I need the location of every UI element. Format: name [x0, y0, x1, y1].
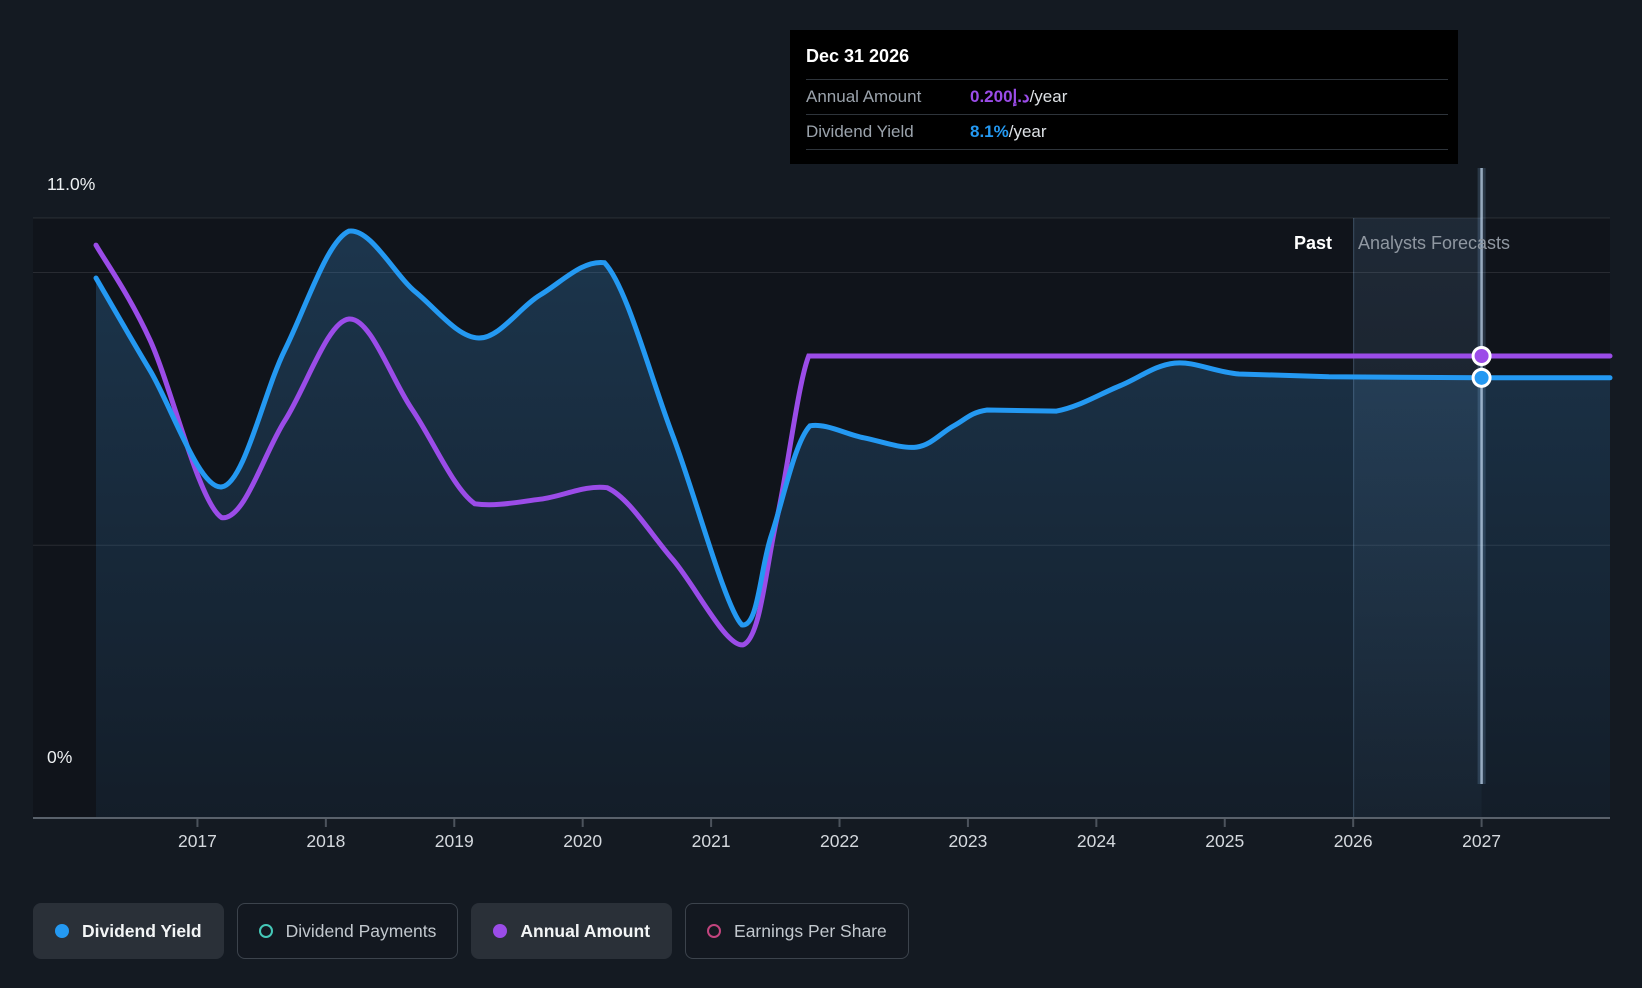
x-axis-label-2023: 2023: [948, 831, 988, 851]
tooltip-value: 8.1%: [970, 122, 1009, 141]
x-axis-label-2025: 2025: [1205, 831, 1245, 851]
x-axis-label-2018: 2018: [306, 831, 346, 851]
y-axis-label-top: 11.0%: [47, 174, 96, 194]
annual-amount-line: [93, 242, 1613, 648]
past-label: Past: [1293, 233, 1332, 253]
tooltip-date: Dec 31 2026: [806, 46, 910, 66]
legend-button-annual-amount[interactable]: Annual Amount: [471, 903, 673, 959]
tooltip-suffix: /year: [1029, 87, 1068, 106]
y-axis-label-bottom: 0%: [47, 747, 73, 767]
tooltip-value: 0.200د.إ: [970, 87, 1030, 106]
legend-button-dividend-yield[interactable]: Dividend Yield: [33, 903, 224, 959]
legend-label: Earnings Per Share: [734, 920, 887, 941]
x-axis-label-2022: 2022: [820, 831, 859, 851]
tooltip-suffix: /year: [1008, 122, 1047, 141]
dividend-yield-line: [93, 228, 1613, 628]
dividend-yield-dot-icon: [55, 924, 69, 938]
tooltip-label: Dividend Yield: [806, 122, 914, 141]
earnings-per-share-ring-icon: [707, 924, 722, 938]
x-axis-label-2017: 2017: [177, 831, 217, 851]
legend-label: Dividend Payments: [285, 920, 437, 941]
x-axis-label-2027: 2027: [1462, 831, 1502, 851]
legend-label: Dividend Yield: [82, 920, 202, 941]
annual-amount-dot-icon: [493, 924, 508, 938]
tooltip-row-dividend-yield: Dividend Yield 8.1% /year: [806, 114, 1448, 149]
analysts-forecasts-label: Analysts Forecasts: [1358, 233, 1511, 253]
legend: Dividend Yield Dividend Payments Annual …: [33, 903, 909, 959]
legend-button-earnings-per-share[interactable]: Earnings Per Share: [685, 903, 909, 959]
x-axis-label-2019: 2019: [434, 831, 474, 851]
x-axis-label-2021: 2021: [691, 831, 731, 851]
tooltip-label: Annual Amount: [806, 87, 922, 106]
dividend-payments-ring-icon: [258, 924, 273, 938]
dividend-yield-marker[interactable]: [1471, 367, 1492, 388]
x-axis-label-2024: 2024: [1076, 831, 1116, 851]
x-axis-ticks: [196, 819, 1483, 827]
x-axis-label-2020: 2020: [563, 831, 603, 851]
legend-label: Annual Amount: [520, 920, 651, 941]
tooltip-row-annual-amount: Annual Amount 0.200د.إ /year: [806, 79, 1448, 114]
legend-button-dividend-payments[interactable]: Dividend Payments: [236, 903, 459, 959]
chart-tooltip: Dec 31 2026 Annual Amount 0.200د.إ /year…: [790, 30, 1458, 164]
hover-year-band: [1353, 218, 1482, 818]
annual-amount-marker[interactable]: [1471, 346, 1492, 366]
dividend-yield-area: [96, 230, 1610, 818]
tooltip-footer: [806, 149, 1448, 164]
x-axis-label-2026: 2026: [1333, 831, 1373, 851]
